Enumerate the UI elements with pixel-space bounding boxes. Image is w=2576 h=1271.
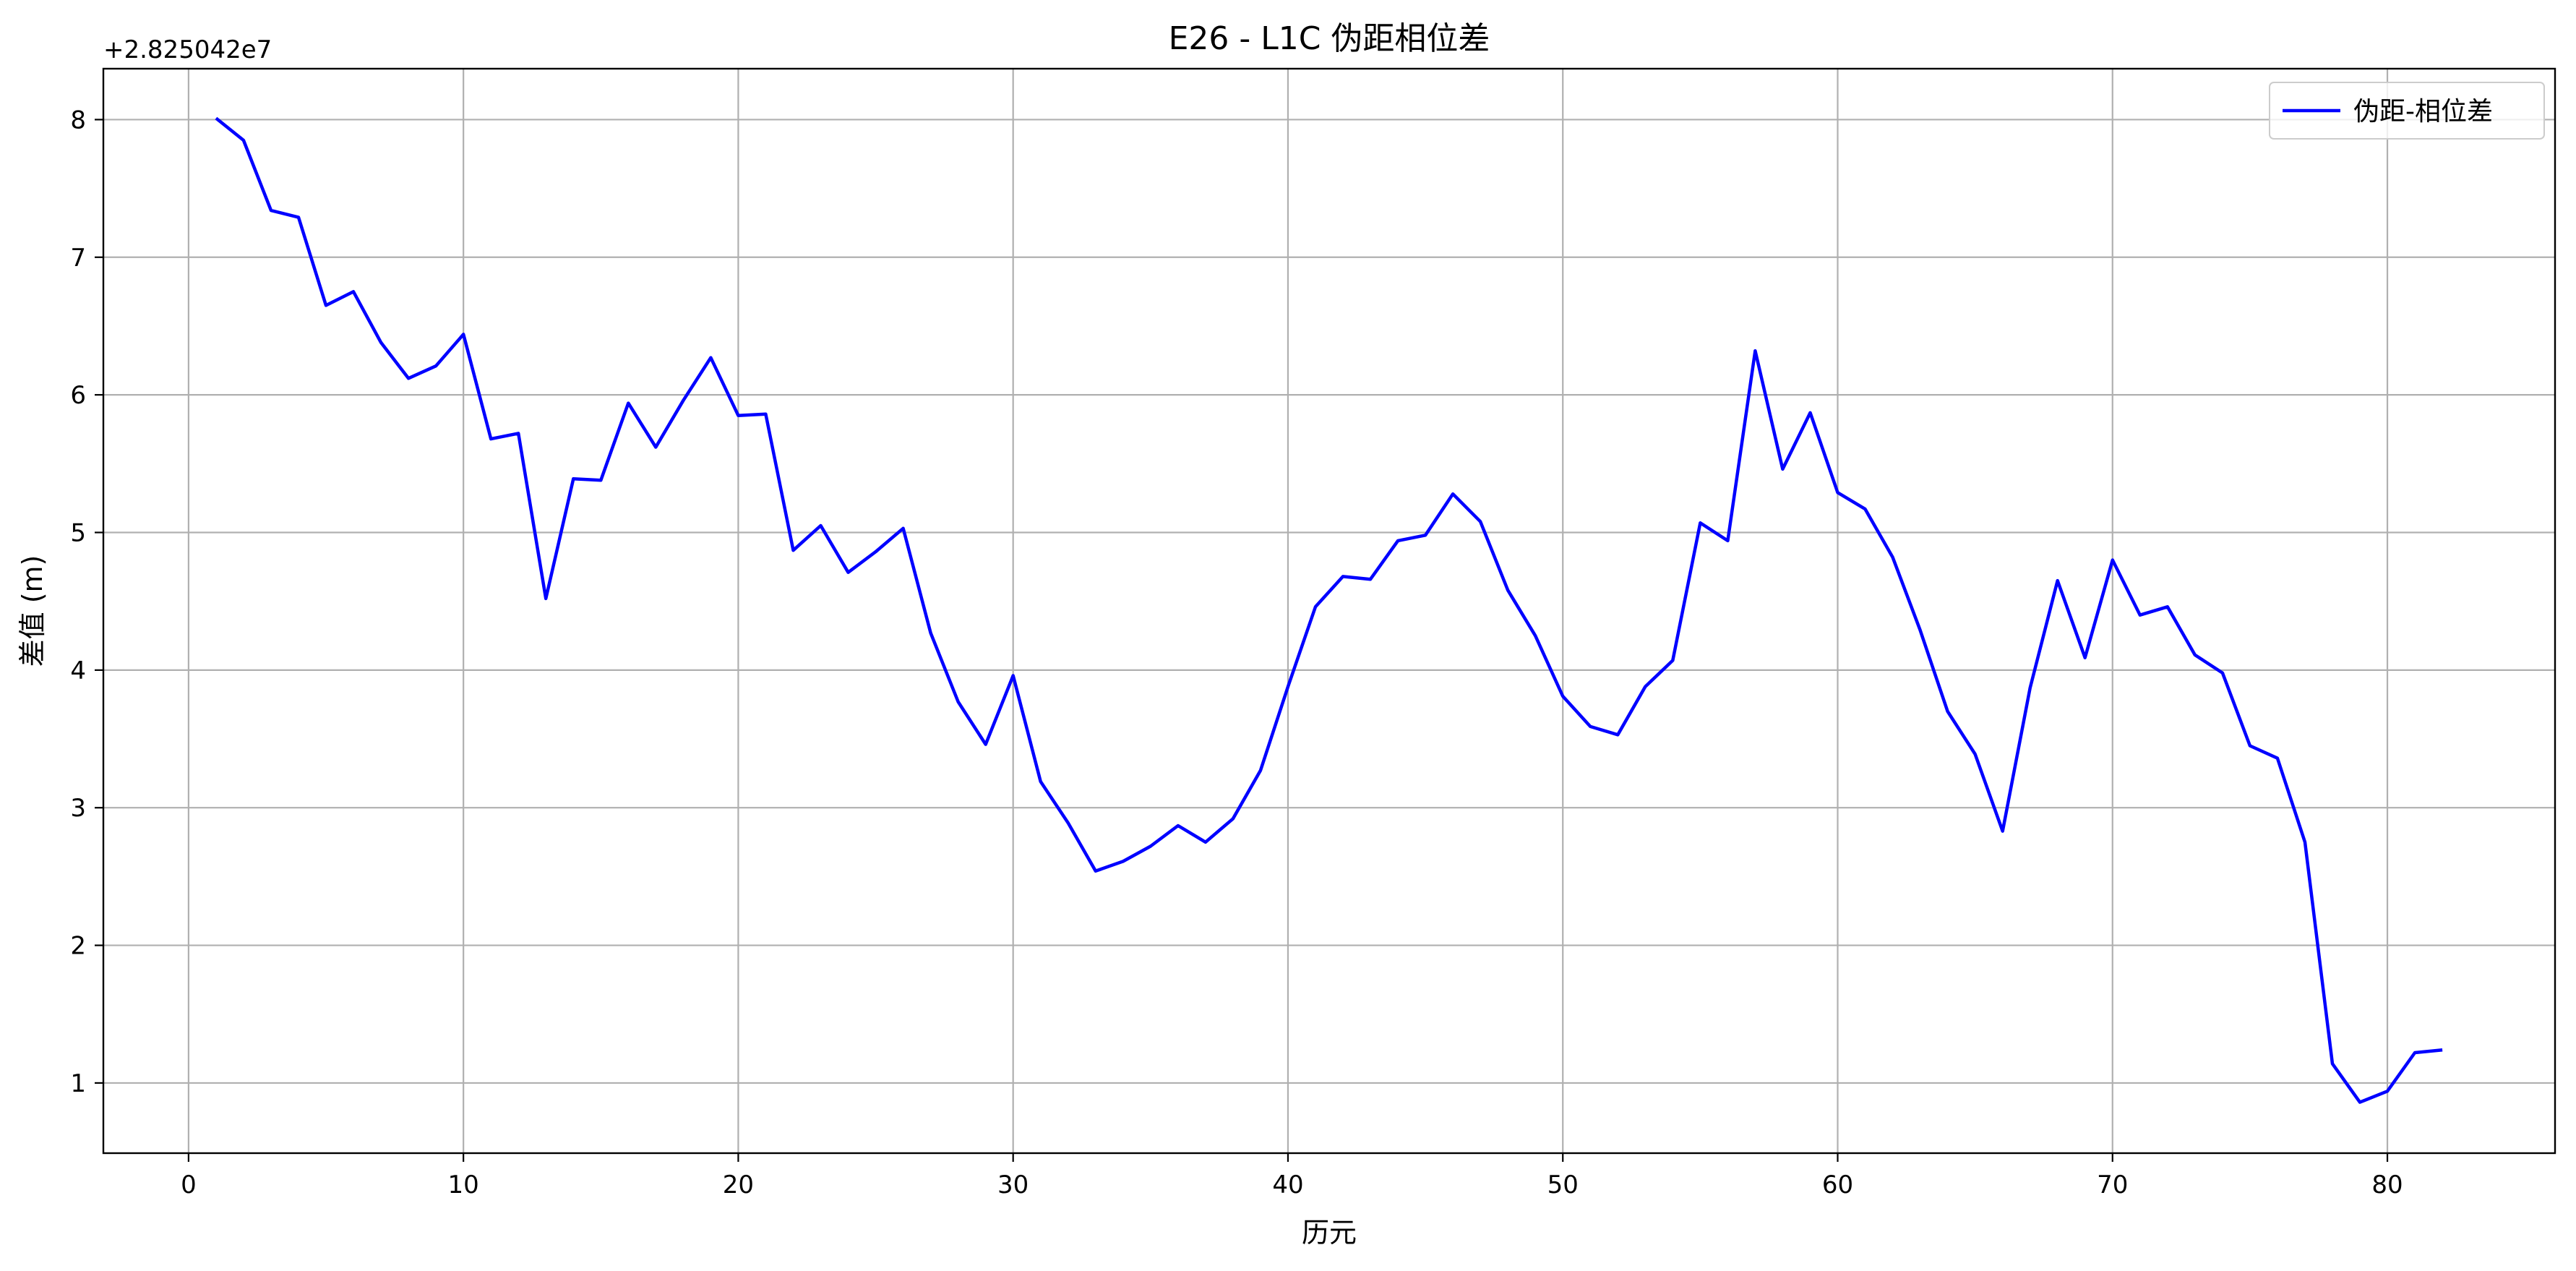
chart-title: E26 - L1C 伪距相位差	[1169, 20, 1490, 57]
x-tick-label: 10	[448, 1171, 479, 1199]
y-offset-label: +2.825042e7	[103, 35, 272, 64]
y-tick-label: 7	[70, 244, 86, 273]
legend-box	[2269, 82, 2545, 140]
x-tick-label: 0	[181, 1171, 197, 1199]
x-tick-label: 70	[2097, 1171, 2128, 1199]
y-tick-label: 3	[70, 794, 86, 823]
grid	[103, 69, 2555, 1153]
plot-frame	[102, 67, 2556, 1155]
y-tick-label: 5	[70, 518, 86, 547]
series-layer	[215, 116, 2443, 1104]
series-line	[215, 116, 2443, 1104]
legend-label: 伪距-相位差	[2353, 97, 2493, 127]
x-axis-label: 历元	[1302, 1217, 1357, 1249]
axis-ticks: 0 10 20 30 40 50 60 70 80 1 2 3 4 5 6 7 8	[70, 106, 2403, 1199]
y-tick-label: 2	[70, 932, 86, 961]
y-tick-label: 4	[70, 656, 86, 685]
x-tick-label: 30	[997, 1171, 1029, 1199]
y-tick-label: 1	[70, 1069, 86, 1098]
legend: 伪距-相位差	[2269, 82, 2545, 140]
x-tick-label: 20	[723, 1171, 754, 1199]
x-tick-label: 40	[1272, 1171, 1303, 1199]
x-tick-label: 50	[1547, 1171, 1579, 1199]
y-axis-label: 差值 (m)	[17, 555, 48, 667]
y-tick-label: 8	[70, 106, 86, 134]
x-tick-label: 60	[1822, 1171, 1853, 1199]
y-tick-label: 6	[70, 381, 86, 410]
x-tick-label: 80	[2371, 1171, 2403, 1199]
